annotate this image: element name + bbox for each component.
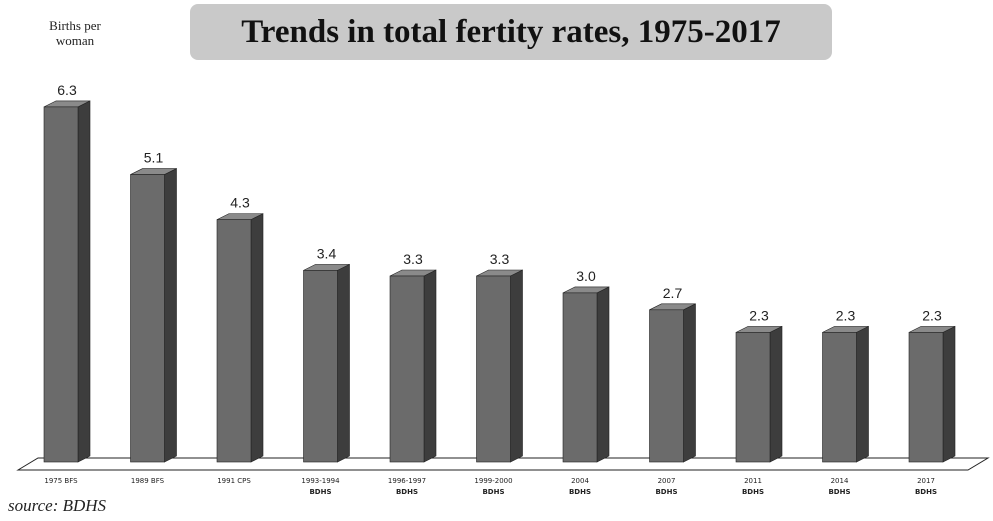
- bar: [649, 309, 684, 463]
- x-tick-label: BDHS: [828, 488, 850, 496]
- source-note: source: BDHS: [8, 496, 107, 515]
- bar-side: [250, 213, 264, 463]
- data-label: 3.4: [317, 245, 337, 261]
- data-label: 2.7: [663, 285, 683, 301]
- data-label: 6.3: [57, 82, 77, 98]
- bar-side: [337, 263, 350, 463]
- data-label: 3.3: [490, 251, 510, 267]
- x-tick-label: BDHS: [482, 488, 504, 496]
- bar-side: [77, 100, 91, 463]
- bar: [389, 275, 425, 463]
- bar: [908, 332, 944, 463]
- chart-title: Trends in total fertity rates, 1975-2017: [241, 13, 781, 50]
- bar: [43, 106, 79, 463]
- y-axis-label-line-2: woman: [55, 33, 95, 48]
- x-tick-label: 2007: [658, 477, 676, 485]
- data-label: 2.3: [836, 307, 856, 323]
- bar: [822, 332, 857, 463]
- bar-side: [596, 286, 610, 463]
- x-tick-label: 1993-1994: [301, 477, 340, 485]
- x-tick-label: BDHS: [655, 488, 677, 496]
- x-tick-label: BDHS: [396, 488, 418, 496]
- data-label: 2.3: [922, 307, 942, 323]
- data-label: 5.1: [144, 150, 164, 166]
- x-tick-label: BDHS: [915, 488, 937, 496]
- x-tick-label: 2014: [831, 477, 849, 485]
- bar: [303, 270, 338, 463]
- bar-side: [942, 325, 956, 463]
- data-label: 3.0: [576, 268, 596, 284]
- bar-side: [683, 303, 696, 463]
- x-tick-label: 1999-2000: [474, 477, 512, 485]
- data-label: 3.3: [403, 251, 423, 267]
- bar: [562, 292, 598, 463]
- bar-side: [423, 269, 437, 463]
- x-tick-label: 2017: [917, 477, 935, 485]
- bar-side: [856, 325, 869, 463]
- y-axis-label-line-1: Births per: [49, 18, 101, 33]
- bar-side: [769, 325, 783, 463]
- y-axis-label: Births per woman: [30, 18, 120, 48]
- x-tick-label: BDHS: [569, 488, 591, 496]
- bar: [216, 219, 252, 463]
- bar: [476, 275, 511, 463]
- data-label: 4.3: [230, 195, 250, 211]
- bar: [130, 174, 165, 463]
- data-label: 2.3: [749, 307, 769, 323]
- bar-side: [164, 168, 177, 463]
- chart-title-box: Trends in total fertity rates, 1975-2017: [190, 4, 832, 60]
- x-tick-label: 1975 BFS: [44, 477, 78, 485]
- x-tick-label: 2011: [744, 477, 762, 485]
- x-tick-label: 1989 BFS: [131, 477, 165, 485]
- bar-side: [510, 269, 523, 463]
- x-tick-label: BDHS: [309, 488, 331, 496]
- bar: [735, 332, 771, 463]
- x-tick-label: 1996-1997: [388, 477, 426, 485]
- x-tick-label: BDHS: [742, 488, 764, 496]
- x-tick-label: 2004: [571, 477, 589, 485]
- x-tick-label: 1991 CPS: [217, 477, 251, 485]
